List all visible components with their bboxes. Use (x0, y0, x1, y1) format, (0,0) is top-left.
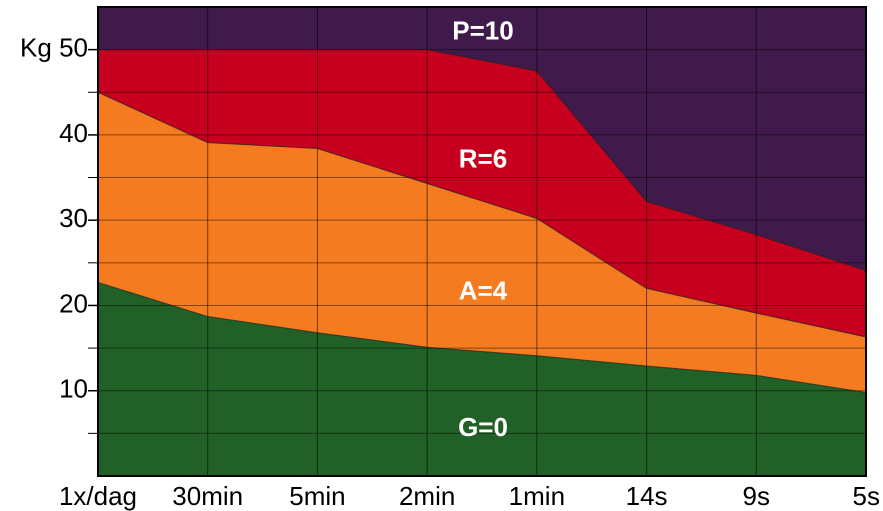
y-tick-label: 40 (59, 118, 88, 148)
boundary-line-3 (98, 49, 867, 271)
zone-a (98, 92, 866, 393)
x-tick-label: 14s (626, 481, 668, 511)
axis-layer: 10 20 30 40 Kg 50 1x/dag 30min 5min 2min 1min 14s 9… (20, 33, 880, 511)
y-tick-label: 20 (59, 288, 88, 318)
y-tick-label: 10 (59, 374, 88, 404)
boundary-line-2 (97, 91, 867, 338)
label-layer: G=0 A=4 R=6 P=10 (452, 15, 513, 442)
zones-layer (98, 7, 866, 476)
x-tick-label: 9s (743, 481, 770, 511)
x-tick-label: 5min (289, 481, 345, 511)
grid-layer (98, 7, 866, 476)
y-tick-label: Kg 50 (20, 33, 88, 63)
x-tick-label: 30min (172, 481, 243, 511)
x-tick-label: 5s (853, 481, 880, 511)
y-tick-label: 30 (59, 203, 88, 233)
zone-g (98, 282, 866, 476)
zone-label-a: A=4 (459, 276, 508, 306)
zone-p (98, 7, 866, 271)
zone-r (98, 49, 866, 338)
zone-label-g: G=0 (458, 412, 508, 442)
plot-frame (97, 6, 867, 477)
boundary-layer (97, 49, 867, 393)
zone-label-r: R=6 (459, 143, 507, 173)
x-tick-label: 1x/dag (59, 481, 137, 511)
zone-label-p: P=10 (452, 15, 513, 45)
boundary-line-1 (97, 281, 867, 393)
x-tick-label: 2min (399, 481, 455, 511)
x-tick-label: 1min (509, 481, 565, 511)
